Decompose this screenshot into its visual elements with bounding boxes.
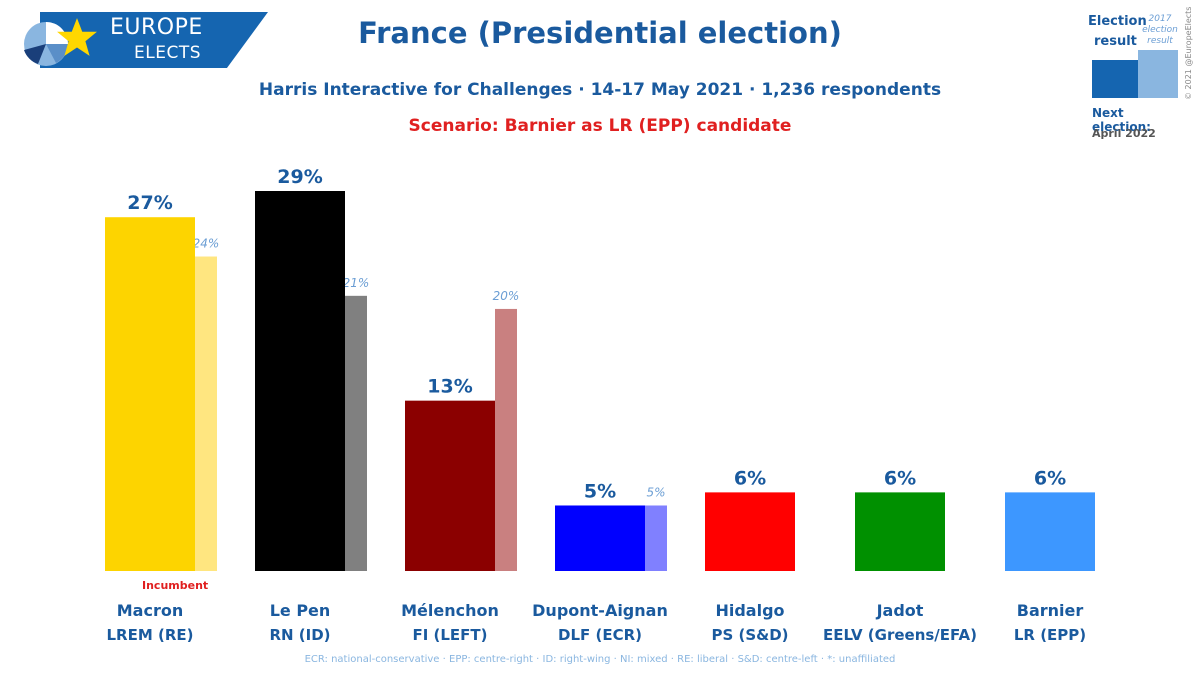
prev-value-label-2: 20% bbox=[493, 289, 520, 303]
candidate-party-5: EELV (Greens/EFA) bbox=[822, 626, 978, 644]
value-label-4: 6% bbox=[734, 467, 766, 489]
candidate-name-2: Mélenchon bbox=[401, 601, 499, 620]
prev-bar-2 bbox=[495, 308, 517, 571]
value-label-1: 29% bbox=[277, 166, 322, 188]
bar-0 bbox=[105, 217, 195, 571]
legend-current-swatch bbox=[1092, 60, 1138, 98]
bar-3 bbox=[555, 505, 645, 571]
incumbent-label: Incumbent bbox=[142, 579, 209, 592]
bar-1 bbox=[255, 191, 345, 571]
legend-next-date: April 2022 bbox=[1092, 127, 1156, 140]
europe-elects-logo: EUROPE ELECTS bbox=[22, 12, 268, 70]
legend: Election result 2017 election result Nex… bbox=[1088, 10, 1183, 150]
value-label-3: 5% bbox=[584, 480, 616, 502]
logo-globe-icon bbox=[24, 22, 68, 66]
prev-bar-1 bbox=[345, 295, 367, 571]
candidate-name-1: Le Pen bbox=[269, 601, 331, 620]
scenario-label: Scenario: Barnier as LR (EPP) candidate bbox=[408, 116, 792, 136]
candidate-party-0: LREM (RE) bbox=[106, 626, 194, 644]
legend-result: result bbox=[1094, 34, 1137, 49]
candidate-name-3: Dupont-Aignan bbox=[532, 601, 668, 620]
star-icon bbox=[57, 18, 97, 56]
prev-value-label-1: 21% bbox=[343, 276, 370, 290]
candidate-name-6: Barnier bbox=[1016, 601, 1084, 620]
value-label-0: 27% bbox=[127, 192, 172, 214]
legend-next-election: Next election: bbox=[1092, 106, 1151, 134]
candidate-party-3: DLF (ECR) bbox=[558, 626, 642, 644]
logo-subtitle: ELECTS bbox=[134, 43, 201, 63]
prev-bar-0 bbox=[195, 256, 217, 571]
candidate-party-1: RN (ID) bbox=[269, 626, 331, 644]
chart-subtitle: Harris Interactive for Challenges · 14-1… bbox=[258, 80, 942, 100]
legend-prev-swatch bbox=[1138, 50, 1178, 98]
candidate-name-5: Jadot bbox=[876, 601, 924, 620]
value-label-6: 6% bbox=[1034, 467, 1066, 489]
prev-value-label-3: 5% bbox=[646, 485, 665, 499]
value-label-2: 13% bbox=[427, 376, 472, 398]
legend-prev-label: 2017 election result bbox=[1142, 14, 1178, 46]
candidate-party-2: FI (LEFT) bbox=[412, 626, 488, 644]
value-label-5: 6% bbox=[884, 467, 916, 489]
legend-election: Election bbox=[1088, 14, 1147, 29]
candidate-name-0: Macron bbox=[116, 601, 184, 620]
footnote: ECR: national-conservative · EPP: centre… bbox=[304, 654, 896, 665]
bar-6 bbox=[1005, 492, 1095, 571]
chart-title: France (Presidential election) bbox=[358, 16, 842, 50]
prev-bar-3 bbox=[645, 505, 667, 571]
prev-value-label-0: 24% bbox=[193, 237, 220, 251]
bar-4 bbox=[705, 492, 795, 571]
candidate-party-4: PS (S&D) bbox=[711, 626, 789, 644]
candidate-name-4: Hidalgo bbox=[715, 601, 785, 620]
candidate-party-6: LR (EPP) bbox=[1013, 626, 1087, 644]
bar-2 bbox=[405, 400, 495, 571]
logo-title: EUROPE bbox=[110, 15, 203, 40]
bar-5 bbox=[855, 492, 945, 571]
